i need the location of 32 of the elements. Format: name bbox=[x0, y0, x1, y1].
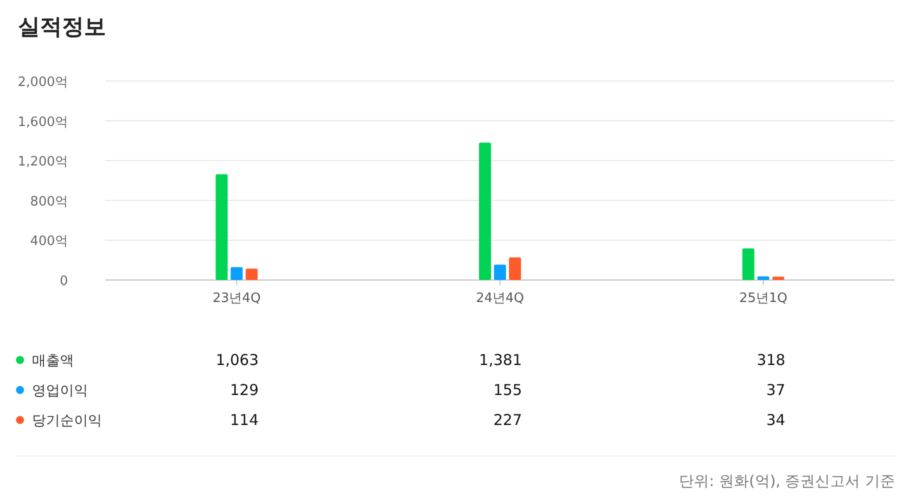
data-label: 1,063 bbox=[216, 351, 259, 369]
bar bbox=[757, 276, 770, 280]
data-label: 129 bbox=[230, 381, 259, 399]
bar bbox=[230, 267, 243, 280]
data-label: 155 bbox=[493, 381, 522, 399]
data-label: 1,381 bbox=[479, 351, 522, 369]
data-label: 227 bbox=[493, 411, 522, 429]
legend-label: 영업이익 bbox=[32, 383, 88, 399]
legend-label: 당기순이익 bbox=[32, 413, 102, 429]
data-label: 114 bbox=[230, 411, 259, 429]
bar bbox=[772, 276, 784, 280]
y-tick-label: 1,200억 bbox=[18, 154, 68, 170]
y-tick-label: 400억 bbox=[30, 234, 68, 250]
legend-label: 매출액 bbox=[32, 353, 74, 369]
bar bbox=[742, 248, 754, 280]
y-tick-label: 800억 bbox=[30, 194, 68, 210]
bar bbox=[494, 264, 506, 280]
bar bbox=[509, 257, 521, 280]
text: 단위: 원화(억), 증권신고서 기준 bbox=[679, 472, 895, 490]
bar bbox=[479, 142, 491, 280]
y-tick-label: 2,000억 bbox=[18, 75, 68, 90]
data-label: 34 bbox=[766, 411, 786, 429]
chart-title: 실적정보 bbox=[18, 15, 106, 40]
x-tick-label: 24년4Q bbox=[476, 291, 524, 306]
data-label: 318 bbox=[756, 351, 786, 369]
y-tick-label: 1,600억 bbox=[18, 114, 68, 130]
bar bbox=[216, 174, 228, 280]
y-tick-label: 0 bbox=[60, 274, 68, 289]
x-tick-label: 23년4Q bbox=[212, 291, 261, 306]
x-tick-label: 25년1Q bbox=[739, 291, 788, 306]
data-label: 37 bbox=[766, 381, 786, 399]
bar bbox=[246, 268, 258, 280]
